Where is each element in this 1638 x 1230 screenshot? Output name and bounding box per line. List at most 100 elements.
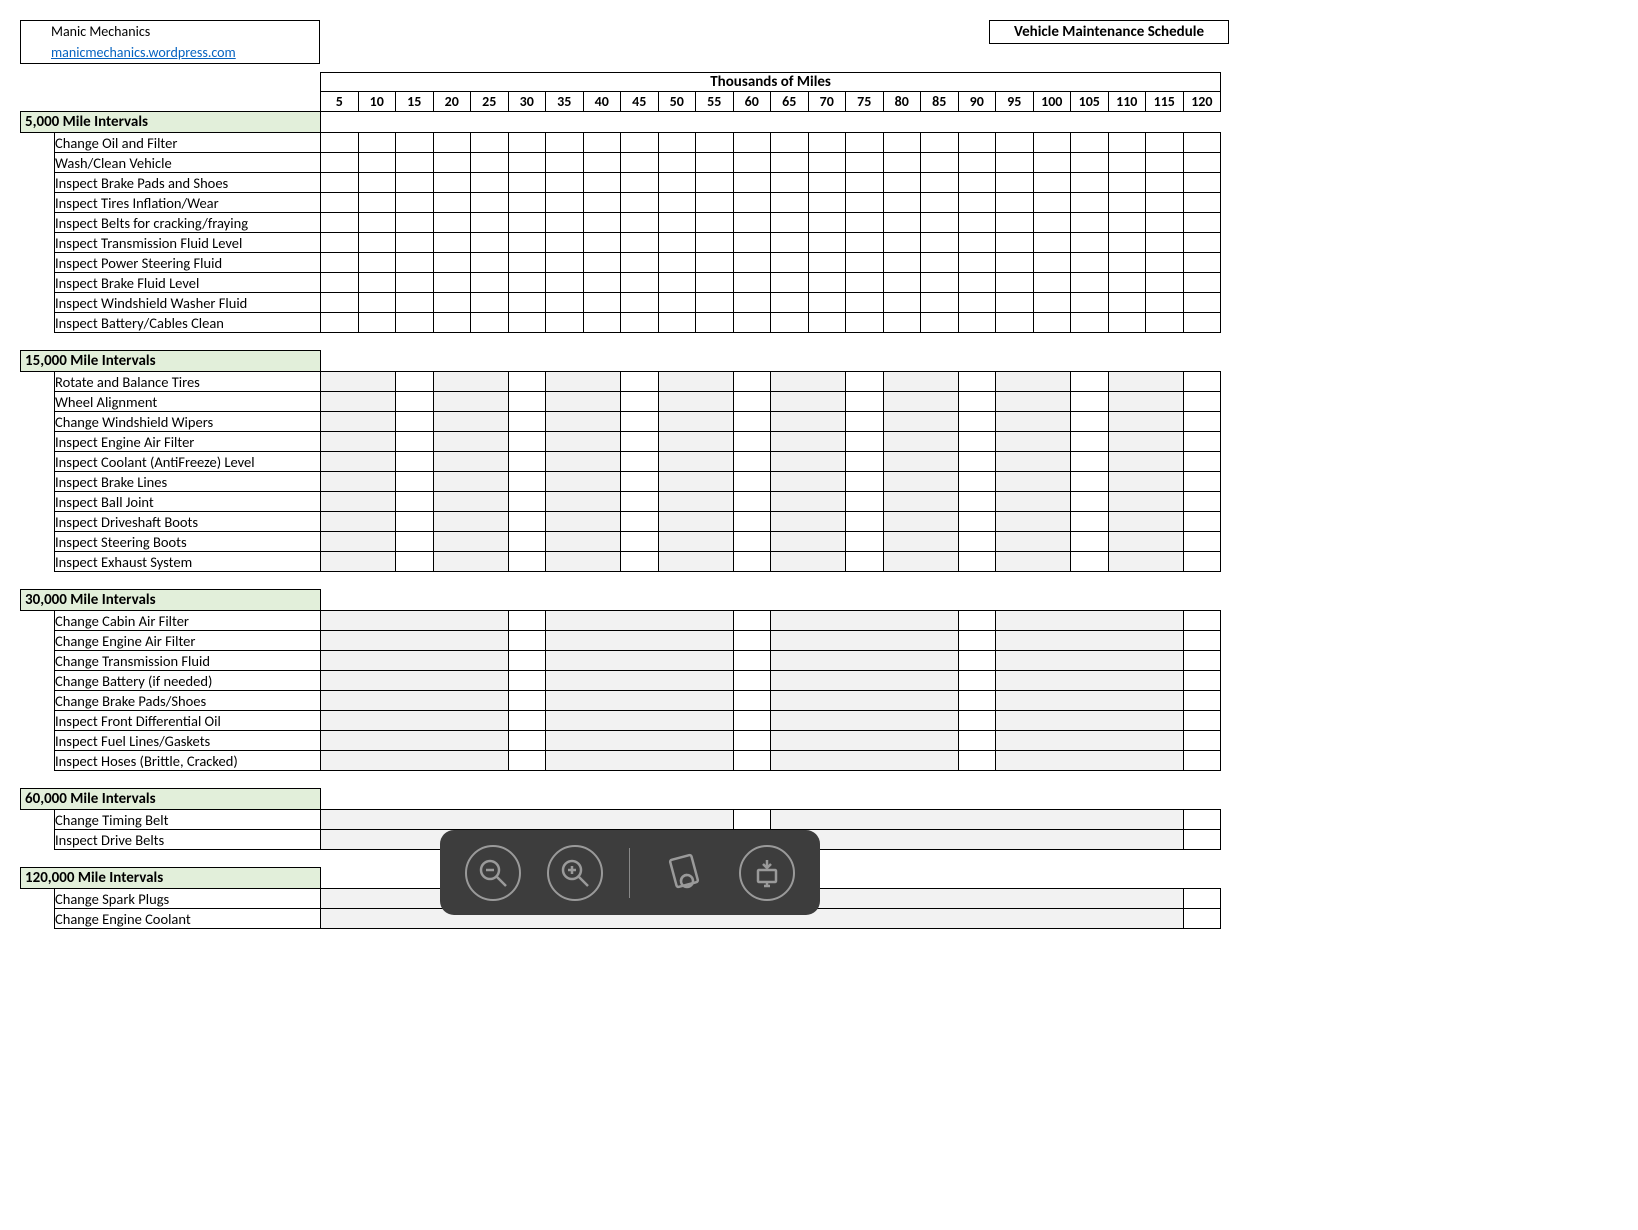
schedule-shade-cell: [546, 651, 734, 671]
zoom-out-button[interactable]: [465, 845, 521, 901]
schedule-cell: [358, 133, 396, 153]
schedule-cell: [471, 273, 509, 293]
schedule-cell: [808, 293, 846, 313]
schedule-shade-cell: [321, 372, 396, 392]
task-label: Inspect Transmission Fluid Level: [55, 233, 321, 253]
schedule-cell: [583, 213, 621, 233]
schedule-cell: [1183, 432, 1221, 452]
task-label: Inspect Belts for cracking/fraying: [55, 213, 321, 233]
schedule-cell: [958, 293, 996, 313]
schedule-cell: [658, 313, 696, 333]
schedule-shade-cell: [996, 711, 1184, 731]
schedule-shade-cell: [1108, 512, 1183, 532]
task-label: Inspect Brake Lines: [55, 472, 321, 492]
schedule-cell: [396, 273, 434, 293]
schedule-cell: [1183, 512, 1221, 532]
schedule-cell: [846, 313, 884, 333]
schedule-shade-cell: [546, 512, 621, 532]
schedule-cell: [846, 213, 884, 233]
task-label: Change Engine Air Filter: [55, 631, 321, 651]
mile-column-header: 10: [358, 92, 396, 112]
schedule-cell: [508, 731, 546, 751]
rotate-view-button[interactable]: [657, 845, 713, 901]
schedule-shade-cell: [996, 512, 1071, 532]
schedule-shade-cell: [546, 392, 621, 412]
schedule-cell: [508, 133, 546, 153]
schedule-shade-cell: [658, 552, 733, 572]
schedule-shade-cell: [658, 532, 733, 552]
schedule-cell: [1071, 313, 1109, 333]
schedule-cell: [1071, 472, 1109, 492]
schedule-cell: [1183, 691, 1221, 711]
schedule-cell: [546, 213, 584, 233]
schedule-shade-cell: [883, 552, 958, 572]
schedule-cell: [696, 213, 734, 233]
schedule-shade-cell: [996, 432, 1071, 452]
schedule-cell: [358, 213, 396, 233]
schedule-shade-cell: [771, 751, 959, 771]
schedule-cell: [621, 293, 659, 313]
schedule-cell: [1183, 731, 1221, 751]
task-label: Inspect Hoses (Brittle, Cracked): [55, 751, 321, 771]
schedule-cell: [508, 313, 546, 333]
schedule-cell: [658, 233, 696, 253]
schedule-shade-cell: [546, 452, 621, 472]
schedule-cell: [1146, 173, 1184, 193]
schedule-cell: [846, 193, 884, 213]
schedule-cell: [546, 173, 584, 193]
schedule-shade-cell: [771, 412, 846, 432]
schedule-cell: [958, 313, 996, 333]
schedule-cell: [1071, 193, 1109, 213]
schedule-cell: [1071, 233, 1109, 253]
schedule-cell: [808, 233, 846, 253]
schedule-cell: [808, 253, 846, 273]
schedule-cell: [958, 372, 996, 392]
schedule-cell: [846, 233, 884, 253]
schedule-shade-cell: [771, 611, 959, 631]
section-header: 5,000 Mile Intervals: [21, 112, 321, 133]
task-label: Inspect Brake Pads and Shoes: [55, 173, 321, 193]
schedule-cell: [846, 512, 884, 532]
schedule-shade-cell: [996, 552, 1071, 572]
schedule-cell: [996, 153, 1034, 173]
schedule-cell: [433, 213, 471, 233]
schedule-cell: [733, 313, 771, 333]
schedule-cell: [358, 173, 396, 193]
schedule-shade-cell: [771, 472, 846, 492]
schedule-cell: [508, 392, 546, 412]
schedule-shade-cell: [321, 552, 396, 572]
schedule-shade-cell: [546, 611, 734, 631]
task-label: Inspect Steering Boots: [55, 532, 321, 552]
brand-link[interactable]: manicmechanics.wordpress.com: [51, 44, 236, 61]
schedule-cell: [583, 313, 621, 333]
schedule-shade-cell: [321, 671, 509, 691]
schedule-cell: [733, 512, 771, 532]
schedule-shade-cell: [546, 731, 734, 751]
schedule-cell: [996, 293, 1034, 313]
schedule-cell: [846, 552, 884, 572]
fit-screen-button[interactable]: [739, 845, 795, 901]
schedule-cell: [658, 253, 696, 273]
schedule-cell: [771, 293, 809, 313]
zoom-in-button[interactable]: [547, 845, 603, 901]
task-label: Wash/Clean Vehicle: [55, 153, 321, 173]
schedule-shade-cell: [658, 452, 733, 472]
schedule-cell: [358, 273, 396, 293]
schedule-cell: [433, 173, 471, 193]
schedule-cell: [508, 193, 546, 213]
schedule-cell: [396, 313, 434, 333]
schedule-shade-cell: [321, 711, 509, 731]
zoom-in-icon: [558, 856, 592, 890]
schedule-cell: [696, 233, 734, 253]
schedule-shade-cell: [321, 452, 396, 472]
schedule-cell: [1183, 651, 1221, 671]
schedule-shade-cell: [996, 392, 1071, 412]
schedule-shade-cell: [771, 532, 846, 552]
schedule-cell: [921, 193, 959, 213]
schedule-cell: [396, 372, 434, 392]
schedule-cell: [658, 273, 696, 293]
schedule-cell: [508, 611, 546, 631]
schedule-cell: [846, 472, 884, 492]
schedule-cell: [1108, 173, 1146, 193]
schedule-shade-cell: [546, 532, 621, 552]
